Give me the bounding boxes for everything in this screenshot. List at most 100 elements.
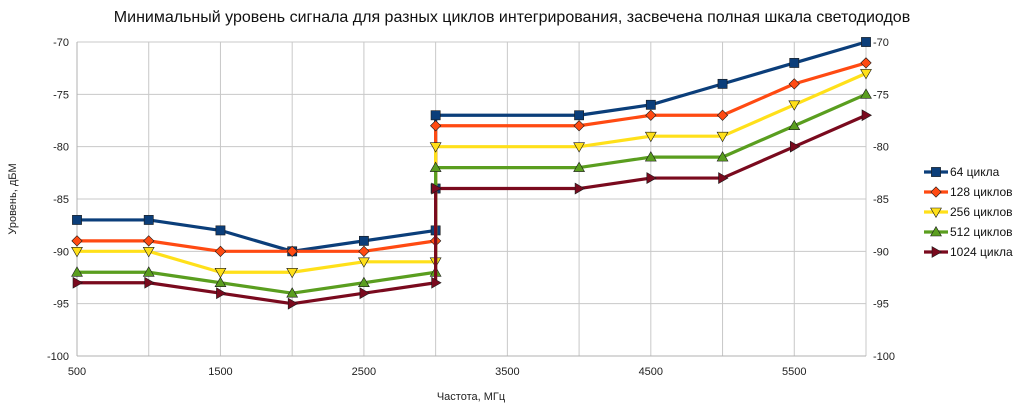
data-point-marker bbox=[72, 276, 84, 289]
data-point-marker bbox=[431, 276, 442, 289]
x-axis-label: Частота, МГц bbox=[437, 391, 506, 403]
y-tick-label-left: -100 bbox=[47, 351, 69, 363]
data-point-marker bbox=[216, 287, 227, 300]
data-point-marker bbox=[789, 58, 800, 68]
data-point-marker bbox=[358, 245, 370, 257]
data-point-marker bbox=[716, 109, 729, 121]
y-tick-label-right: -70 bbox=[873, 37, 889, 49]
data-point-marker bbox=[644, 151, 657, 162]
legend-label: 64 цикла bbox=[950, 165, 1000, 179]
series-line bbox=[77, 113, 867, 306]
data-point-marker bbox=[287, 297, 299, 310]
data-point-marker bbox=[72, 215, 82, 225]
data-point-marker bbox=[930, 186, 942, 198]
data-point-marker bbox=[359, 235, 369, 246]
data-point-marker bbox=[429, 161, 442, 172]
data-point-marker bbox=[286, 245, 298, 257]
grid bbox=[76, 41, 867, 357]
data-point-marker bbox=[143, 235, 155, 247]
data-point-marker bbox=[142, 266, 155, 277]
legend-item: 1024 цикла bbox=[924, 245, 1013, 259]
data-point-marker bbox=[430, 110, 441, 121]
y-tick-label-left: -80 bbox=[53, 142, 69, 154]
data-point-marker bbox=[574, 182, 586, 195]
legend-item: 64 цикла bbox=[924, 165, 1000, 179]
data-point-marker bbox=[717, 78, 728, 89]
data-point-marker bbox=[718, 172, 729, 184]
y-axis-label: Уровень, дБМ bbox=[7, 163, 19, 234]
data-point-marker bbox=[214, 267, 227, 279]
data-point-marker bbox=[931, 167, 941, 177]
data-point-marker bbox=[860, 88, 872, 99]
data-point-marker bbox=[431, 182, 442, 195]
y-tick-label-left: -95 bbox=[53, 299, 69, 311]
y-tick-label-right: -90 bbox=[873, 246, 889, 258]
data-point-marker bbox=[429, 142, 442, 153]
data-point-marker bbox=[573, 161, 586, 172]
data-point-marker bbox=[788, 100, 801, 111]
data-point-marker bbox=[931, 246, 943, 258]
data-point-marker bbox=[646, 172, 657, 184]
y-tick-label-left: -85 bbox=[53, 194, 69, 206]
data-point-marker bbox=[574, 110, 584, 121]
legend-item: 512 циклов bbox=[924, 225, 1013, 239]
data-point-marker bbox=[716, 151, 729, 162]
y-tick-label-right: -85 bbox=[873, 194, 889, 206]
legend-label: 1024 цикла bbox=[950, 245, 1013, 259]
x-tick-label: 4500 bbox=[639, 366, 663, 378]
x-tick-label: 2500 bbox=[352, 366, 376, 378]
y-tick-label-left: -90 bbox=[53, 246, 69, 258]
data-point-marker bbox=[645, 99, 656, 110]
y-tick-label-right: -80 bbox=[873, 142, 889, 154]
y-tick-label-left: -75 bbox=[53, 89, 69, 101]
legend-item: 256 циклов bbox=[924, 205, 1013, 219]
x-tick-label: 3500 bbox=[495, 366, 519, 378]
data-point-marker bbox=[861, 109, 873, 122]
x-tick-label: 500 bbox=[68, 366, 86, 378]
chart-title: Минимальный уровень сигнала для разных ц… bbox=[114, 9, 910, 26]
data-point-marker bbox=[357, 257, 370, 268]
data-point-marker bbox=[573, 120, 585, 132]
legend-label: 128 циклов bbox=[950, 185, 1013, 199]
data-point-marker bbox=[286, 267, 299, 279]
data-point-marker bbox=[359, 287, 370, 300]
y-tick-label-right: -95 bbox=[873, 299, 889, 311]
y-tick-label-left: -70 bbox=[53, 37, 69, 49]
data-point-marker bbox=[930, 225, 942, 237]
data-point-marker bbox=[860, 57, 872, 69]
data-point-marker bbox=[788, 78, 800, 90]
legend-label: 512 циклов bbox=[950, 225, 1013, 239]
data-point-marker bbox=[930, 207, 942, 219]
data-point-marker bbox=[71, 266, 83, 277]
data-point-marker bbox=[215, 225, 226, 236]
data-point-marker bbox=[357, 276, 370, 288]
data-point-marker bbox=[214, 245, 227, 257]
series-5 bbox=[72, 109, 873, 310]
series-lines bbox=[71, 37, 873, 310]
data-point-marker bbox=[430, 120, 442, 132]
data-point-marker bbox=[143, 215, 154, 225]
data-point-marker bbox=[286, 287, 299, 298]
data-point-marker bbox=[71, 247, 83, 258]
data-point-marker bbox=[788, 119, 801, 131]
data-point-marker bbox=[144, 276, 155, 289]
y-tick-label-right: -100 bbox=[873, 351, 895, 363]
data-point-marker bbox=[716, 131, 729, 143]
data-point-marker bbox=[644, 131, 657, 143]
legend-item: 128 циклов bbox=[924, 185, 1013, 199]
x-tick-label: 1500 bbox=[208, 366, 232, 378]
data-point-marker bbox=[861, 37, 871, 47]
data-point-marker bbox=[214, 276, 227, 288]
y-tick-label-right: -75 bbox=[873, 89, 889, 101]
data-point-marker bbox=[645, 109, 657, 121]
x-tick-label: 5500 bbox=[782, 366, 806, 378]
data-point-marker bbox=[71, 235, 83, 247]
data-point-marker bbox=[573, 142, 586, 153]
axes: -70 -75 -80 -85 -90 -95 -100 -70 -75 -80 -85 -90 -95… bbox=[47, 37, 895, 378]
data-point-marker bbox=[860, 69, 872, 80]
legend: 64 цикла 128 циклов 256 циклов 512 циклов 10… bbox=[924, 165, 1013, 259]
legend-label: 256 циклов bbox=[950, 205, 1013, 219]
data-point-marker bbox=[142, 247, 155, 258]
